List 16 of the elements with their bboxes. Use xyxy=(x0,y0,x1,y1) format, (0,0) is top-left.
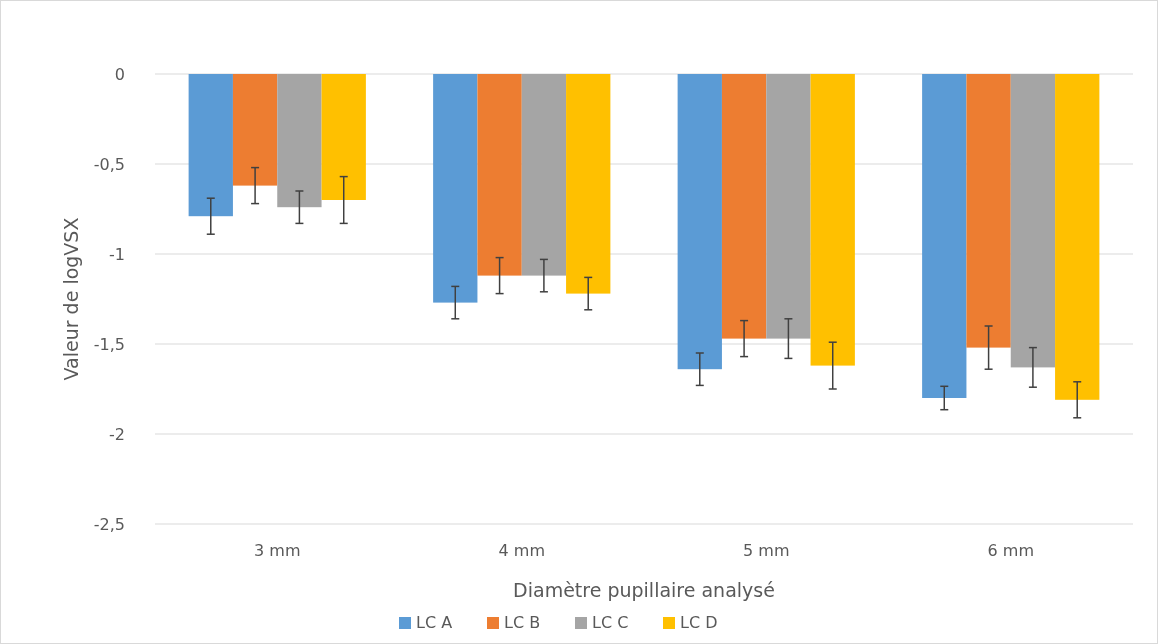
y-tick-label: -1,5 xyxy=(93,334,125,354)
x-axis-title: Diamètre pupillaire analysé xyxy=(513,579,775,601)
legend-label: LC C xyxy=(592,613,629,632)
x-tick-label: 5 mm xyxy=(743,541,790,560)
legend-label: LC D xyxy=(680,613,718,632)
x-tick-label: 6 mm xyxy=(987,541,1034,560)
y-tick-label: -1 xyxy=(109,244,125,264)
y-tick-label: 0 xyxy=(114,64,125,84)
y-tick-label: -2,5 xyxy=(93,514,125,534)
x-tick-label: 3 mm xyxy=(254,541,301,560)
x-tick-label: 4 mm xyxy=(498,541,545,560)
y-tick-label: -0,5 xyxy=(93,154,125,174)
legend-label: LC B xyxy=(504,613,541,632)
y-axis-title: Valeur de logVSX xyxy=(60,217,82,381)
y-tick-label: -2 xyxy=(109,424,125,444)
legend-label: LC A xyxy=(416,613,453,632)
